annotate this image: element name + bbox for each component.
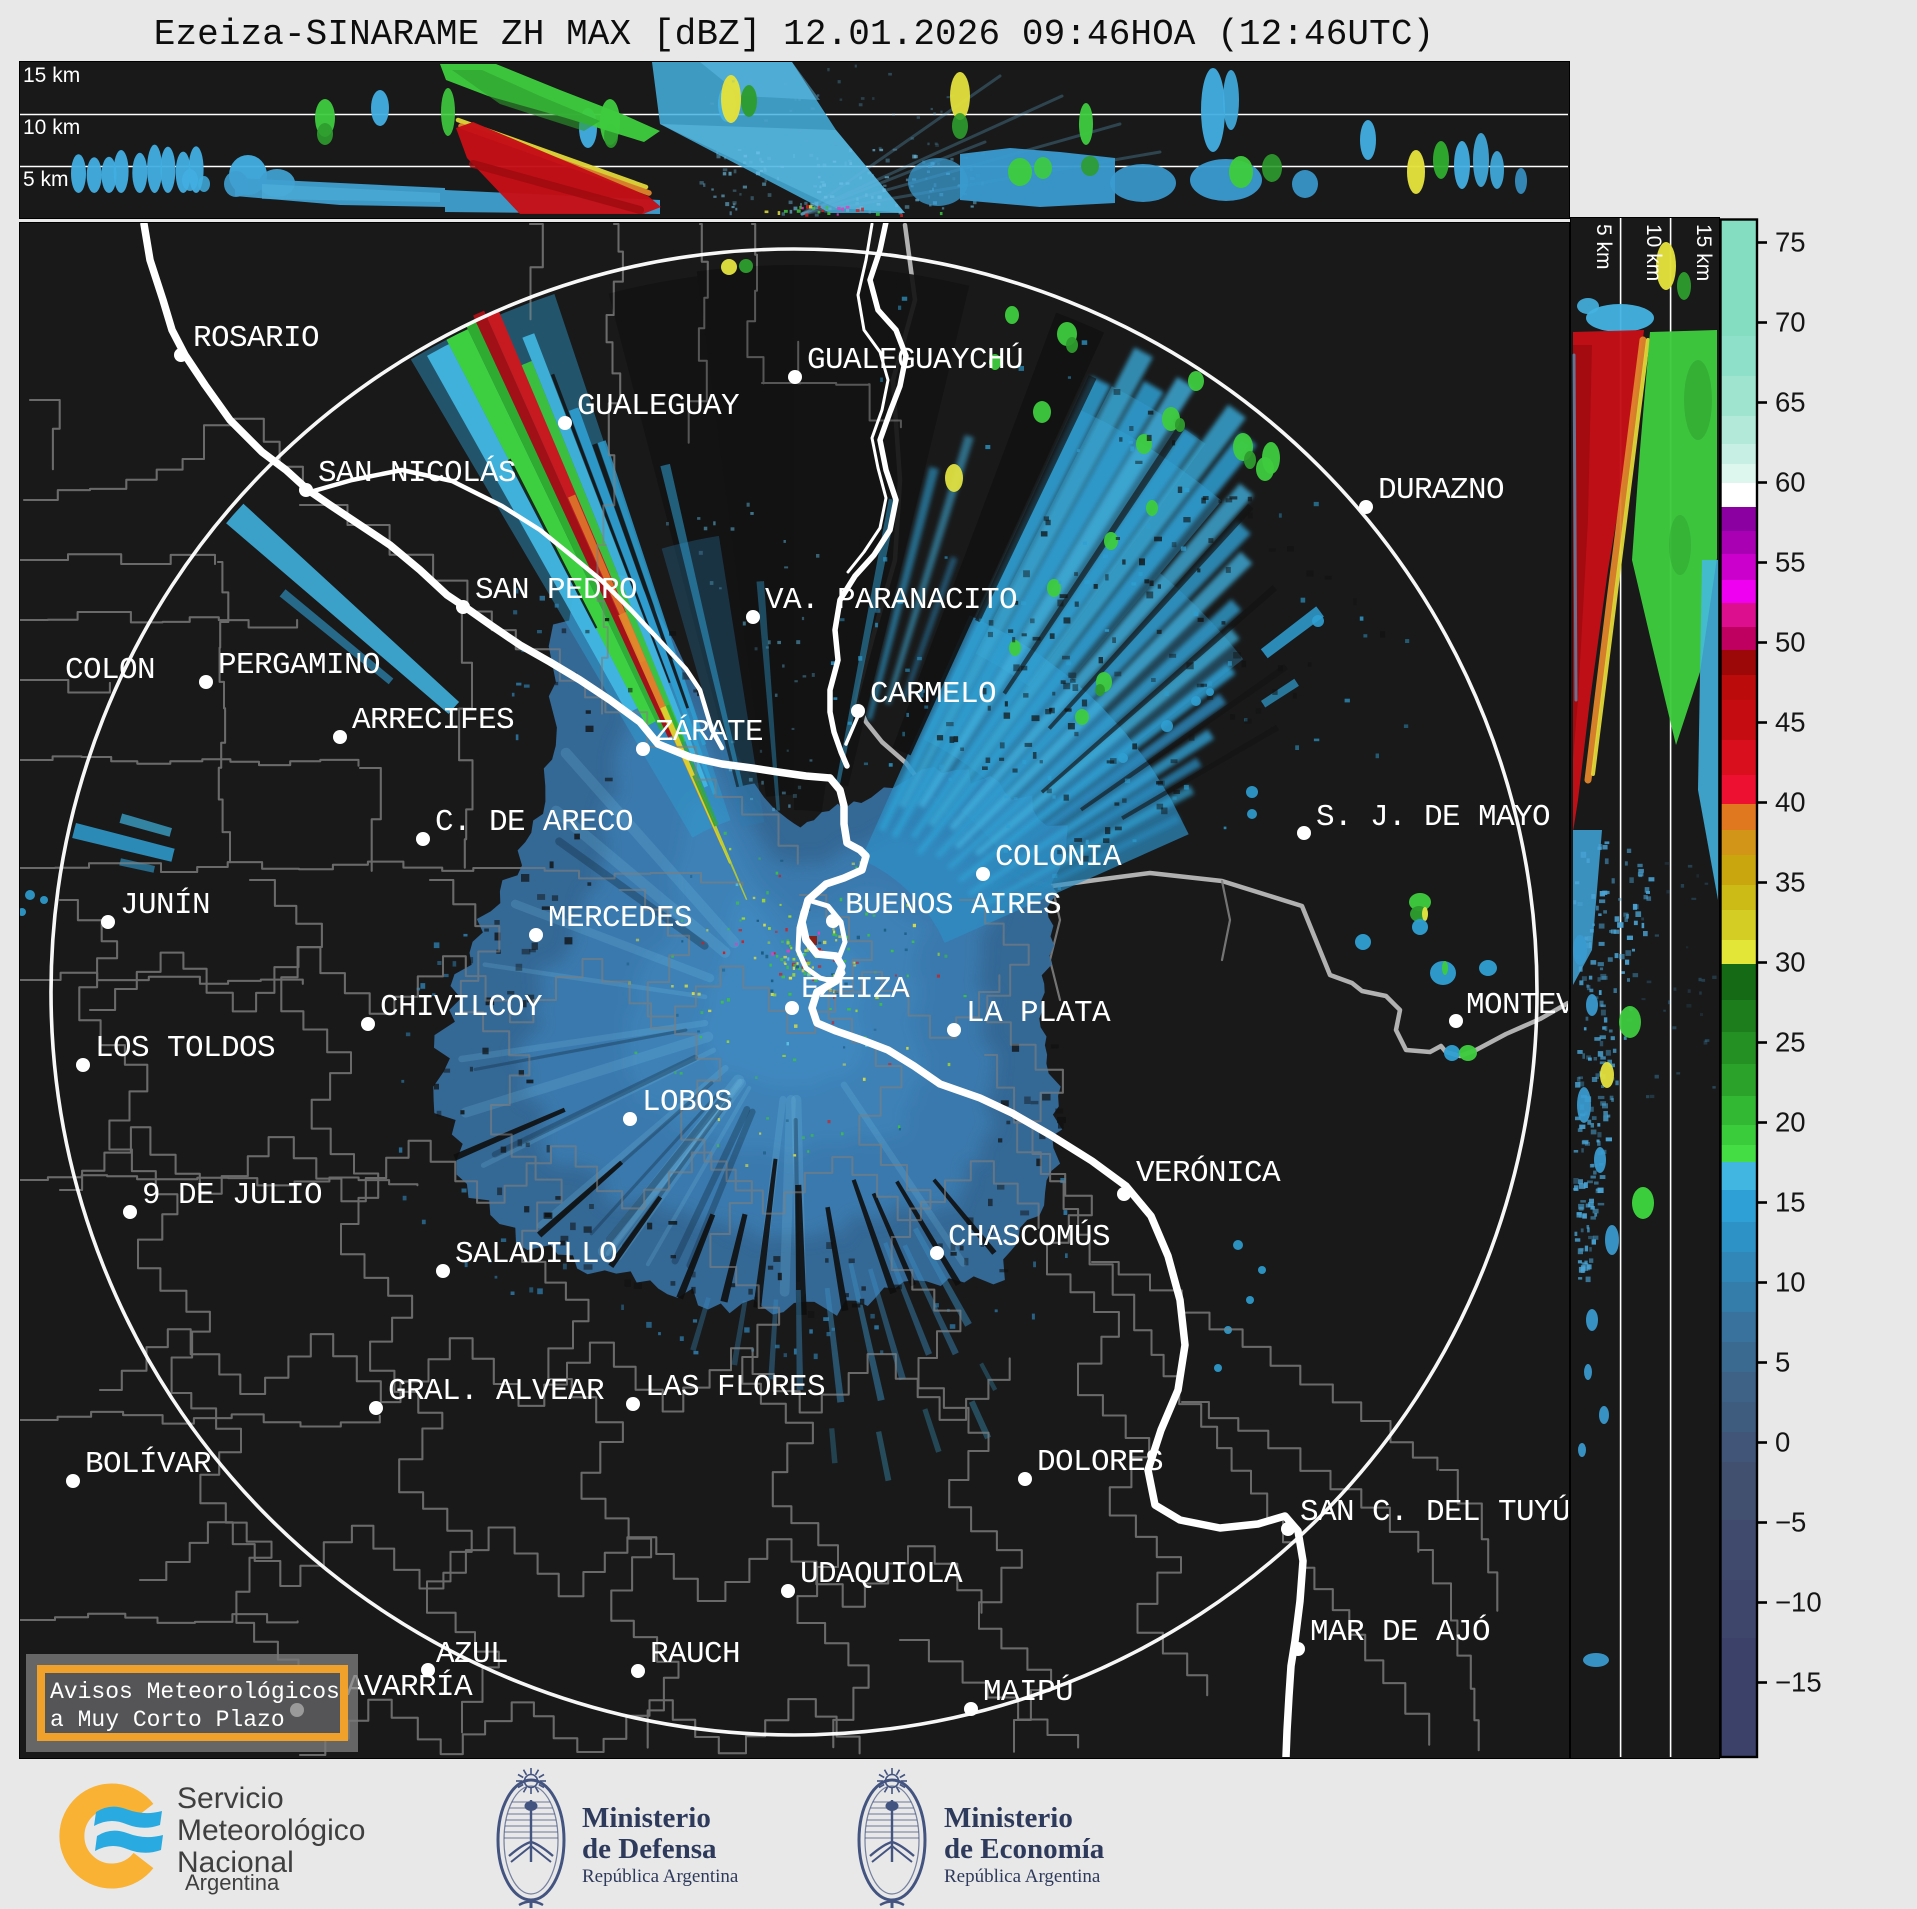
svg-text:60: 60 [1775, 467, 1806, 498]
svg-text:Avisos Meteorológicos: Avisos Meteorológicos [50, 1679, 340, 1705]
svg-text:Ministerio: Ministerio [944, 1802, 1073, 1834]
svg-text:MONTEVIDEO: MONTEVIDEO [1466, 988, 1568, 1023]
svg-text:GUALEGUAYCHÚ: GUALEGUAYCHÚ [807, 341, 1023, 378]
svg-text:PERGAMINO: PERGAMINO [218, 648, 380, 683]
svg-text:CARMELO: CARMELO [870, 677, 996, 712]
svg-text:15: 15 [1775, 1187, 1806, 1218]
svg-text:25: 25 [1775, 1027, 1806, 1058]
svg-text:ROSARIO: ROSARIO [193, 321, 319, 356]
svg-text:LOS TOLDOS: LOS TOLDOS [95, 1031, 275, 1066]
svg-text:RAUCH: RAUCH [650, 1637, 740, 1672]
svg-text:EZEIZA: EZEIZA [801, 972, 910, 1007]
svg-text:VA. PARANACITO: VA. PARANACITO [765, 583, 1017, 618]
svg-text:LAS FLORES: LAS FLORES [645, 1370, 825, 1405]
svg-text:MERCEDES: MERCEDES [548, 901, 692, 936]
svg-text:C. DE ARECO: C. DE ARECO [435, 805, 633, 840]
svg-text:−10: −10 [1775, 1587, 1822, 1618]
svg-text:20: 20 [1775, 1107, 1806, 1138]
svg-text:Ministerio: Ministerio [582, 1802, 711, 1834]
svg-text:55: 55 [1775, 547, 1806, 578]
svg-text:MAR DE AJÓ: MAR DE AJÓ [1310, 1613, 1490, 1650]
svg-text:BUENOS AIRES: BUENOS AIRES [845, 888, 1061, 923]
svg-text:50: 50 [1775, 627, 1806, 658]
svg-text:30: 30 [1775, 947, 1806, 978]
svg-text:0: 0 [1775, 1427, 1790, 1458]
svg-text:45: 45 [1775, 707, 1806, 738]
svg-text:Servicio: Servicio [177, 1782, 284, 1815]
svg-text:República Argentina: República Argentina [582, 1866, 739, 1887]
svg-text:−5: −5 [1775, 1507, 1806, 1538]
svg-text:GUALEGUAY: GUALEGUAY [577, 389, 740, 424]
svg-text:CHASCOMÚS: CHASCOMÚS [948, 1218, 1110, 1255]
svg-text:35: 35 [1775, 867, 1806, 898]
svg-text:75: 75 [1775, 227, 1806, 258]
svg-text:Meteorológico: Meteorológico [177, 1814, 365, 1847]
svg-text:BOLÍVAR: BOLÍVAR [85, 1445, 211, 1482]
svg-text:UDAQUIOLA: UDAQUIOLA [800, 1557, 963, 1592]
svg-text:SAN C. DEL TUYÚ: SAN C. DEL TUYÚ [1300, 1493, 1568, 1530]
svg-text:COLON: COLON [65, 653, 155, 688]
svg-text:ZÁRATE: ZÁRATE [655, 713, 763, 750]
svg-text:Nacional: Nacional [177, 1846, 294, 1879]
svg-text:República Argentina: República Argentina [944, 1866, 1101, 1887]
svg-text:AZUL: AZUL [436, 1637, 508, 1672]
svg-text:LOBOS: LOBOS [642, 1085, 732, 1120]
svg-text:9 DE JULIO: 9 DE JULIO [142, 1178, 322, 1213]
svg-text:a Muy Corto Plazo: a Muy Corto Plazo [50, 1707, 285, 1733]
svg-text:DOLORES: DOLORES [1037, 1445, 1163, 1480]
svg-text:CHIVILCOY: CHIVILCOY [380, 990, 543, 1025]
svg-text:de Defensa: de Defensa [582, 1833, 717, 1865]
svg-text:S. J. DE MAYO: S. J. DE MAYO [1316, 800, 1550, 835]
svg-text:MAIPÚ: MAIPÚ [983, 1673, 1073, 1710]
svg-text:Argentina: Argentina [185, 1870, 280, 1895]
svg-text:10: 10 [1775, 1267, 1806, 1298]
svg-text:LA PLATA: LA PLATA [966, 996, 1111, 1031]
svg-text:−15: −15 [1775, 1667, 1822, 1698]
svg-text:GRAL. ALVEAR: GRAL. ALVEAR [388, 1374, 604, 1409]
svg-text:SALADILLO: SALADILLO [455, 1237, 617, 1272]
svg-text:70: 70 [1775, 307, 1806, 338]
svg-text:5: 5 [1775, 1347, 1790, 1378]
svg-text:SAN NICOLÁS: SAN NICOLÁS [318, 454, 516, 491]
svg-text:COLONIA: COLONIA [995, 840, 1122, 875]
svg-text:65: 65 [1775, 387, 1806, 418]
svg-text:ARRECIFES: ARRECIFES [352, 703, 514, 738]
svg-text:40: 40 [1775, 787, 1806, 818]
svg-text:de Economía: de Economía [944, 1833, 1105, 1865]
svg-text:VERÓNICA: VERÓNICA [1136, 1154, 1281, 1191]
svg-text:SAN PEDRO: SAN PEDRO [475, 573, 637, 608]
svg-text:JUNÍN: JUNÍN [120, 886, 210, 923]
svg-text:DURAZNO: DURAZNO [1378, 473, 1504, 508]
